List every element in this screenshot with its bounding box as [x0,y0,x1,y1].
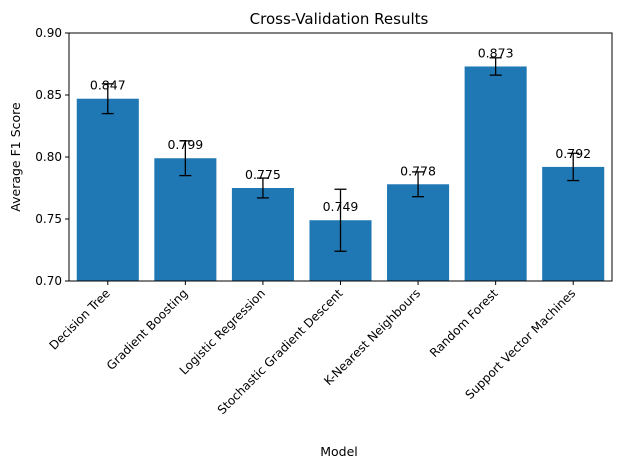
data-label: 0.778 [400,163,436,178]
x-tick-label: Random Forest [427,286,501,360]
x-tick-label: Decision Tree [47,286,113,352]
data-label: 0.847 [90,78,126,93]
bar [542,166,605,281]
bar [464,66,527,281]
y-axis-label: Average F1 Score [8,102,23,212]
data-label: 0.775 [245,167,281,182]
bar [387,184,450,281]
plot-frame [68,32,613,282]
bar [154,158,217,281]
chart-title: Cross-Validation Results [250,10,429,28]
y-tick-label: 0.85 [35,88,62,102]
x-tick-label: Stochastic Gradient Descent [215,286,346,417]
data-label: 0.873 [478,45,514,60]
bar [76,98,139,281]
data-label: 0.799 [167,137,203,152]
x-tick-label: Logistic Regression [177,286,268,377]
bar [231,188,294,281]
data-label: 0.792 [555,146,591,161]
x-axis-label: Model [320,444,358,459]
y-tick-label: 0.90 [35,26,62,40]
y-tick-label: 0.80 [35,150,62,164]
data-label: 0.749 [323,199,359,214]
plot-area: 0.847 Decision Tree 0.799 Gradient Boosting… [35,26,613,417]
y-tick-label: 0.75 [35,212,62,226]
y-tick-label: 0.70 [35,274,62,288]
x-tick-label: Gradient Boosting [104,286,191,373]
